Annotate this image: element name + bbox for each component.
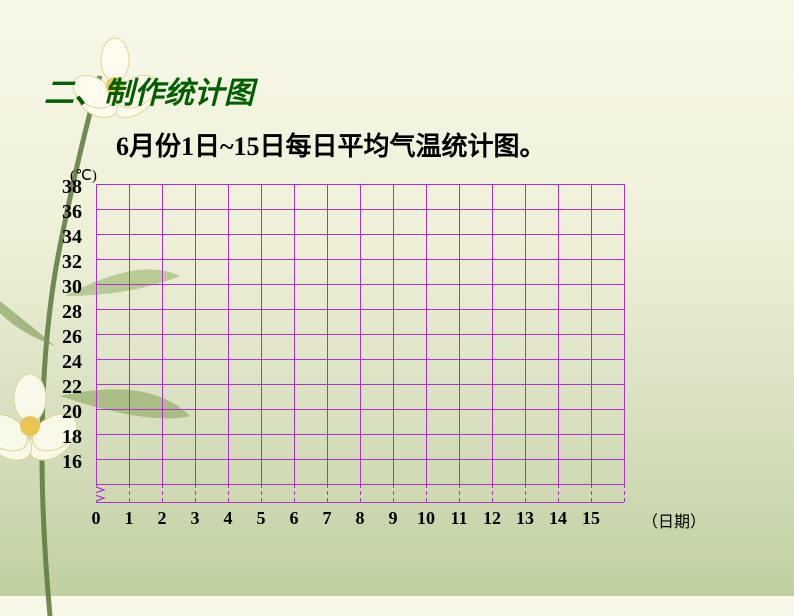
y-tick-label: 26 (40, 326, 82, 349)
chart-grid (96, 184, 626, 508)
y-tick-label: 32 (40, 251, 82, 274)
x-tick-label: 11 (450, 508, 467, 529)
y-tick-label: 22 (40, 376, 82, 399)
x-tick-label: 14 (549, 508, 567, 529)
y-tick-label: 28 (40, 301, 82, 324)
x-tick-label: 7 (323, 508, 332, 529)
x-tick-label: 10 (417, 508, 435, 529)
x-tick-label: 2 (158, 508, 167, 529)
x-tick-label: 5 (257, 508, 266, 529)
y-tick-label: 34 (40, 226, 82, 249)
section-header: 二、制作统计图 (44, 68, 254, 112)
x-tick-label: 8 (356, 508, 365, 529)
x-tick-label: 3 (191, 508, 200, 529)
y-tick-label: 36 (40, 201, 82, 224)
y-tick-label: 16 (40, 451, 82, 474)
x-tick-label: 1 (125, 508, 134, 529)
y-tick-label: 30 (40, 276, 82, 299)
chart-title: 6月份1日~15日每日平均气温统计图。 (116, 126, 546, 163)
y-tick-label: 38 (40, 176, 82, 199)
y-tick-label: 20 (40, 401, 82, 424)
x-tick-label: 0 (92, 508, 101, 529)
x-tick-label: 13 (516, 508, 534, 529)
y-tick-label: 24 (40, 351, 82, 374)
x-axis-unit: （日期） (642, 508, 706, 532)
x-tick-label: 6 (290, 508, 299, 529)
x-tick-label: 4 (224, 508, 233, 529)
temperature-chart: (℃) 383634323028262422201816 01234567891… (40, 166, 760, 566)
x-tick-label: 9 (389, 508, 398, 529)
x-tick-label: 12 (483, 508, 501, 529)
y-tick-label: 18 (40, 426, 82, 449)
x-tick-label: 15 (582, 508, 600, 529)
